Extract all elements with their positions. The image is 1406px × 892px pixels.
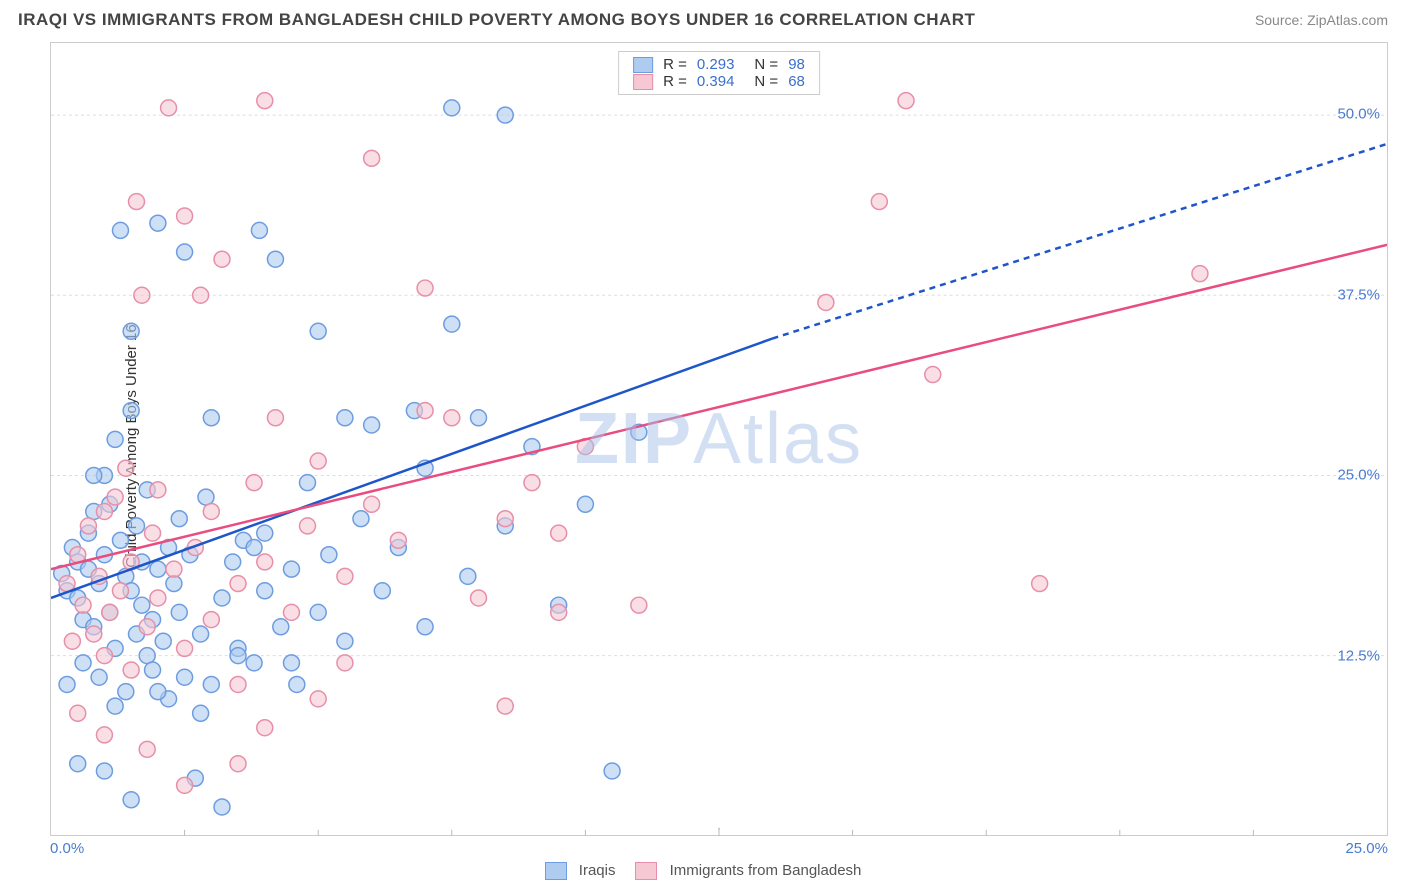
x-axis-tick-labels: 0.0% 25.0% <box>50 840 1388 860</box>
x-tick-min: 0.0% <box>50 840 84 857</box>
source-attribution: Source: ZipAtlas.com <box>1255 12 1388 28</box>
n-value-2: 68 <box>788 73 805 90</box>
legend-label-1: Iraqis <box>579 862 616 879</box>
legend-item-2: Immigrants from Bangladesh <box>635 862 861 880</box>
legend-swatch-2 <box>635 862 657 880</box>
info-row-series-1: R = 0.293 N = 98 <box>633 56 805 73</box>
n-label: N = <box>754 73 778 90</box>
swatch-series-2 <box>633 74 653 90</box>
chart-title: IRAQI VS IMMIGRANTS FROM BANGLADESH CHIL… <box>18 10 975 30</box>
r-value-1: 0.293 <box>697 56 735 73</box>
legend-swatch-1 <box>545 862 567 880</box>
n-value-1: 98 <box>788 56 805 73</box>
legend-item-1: Iraqis <box>545 862 616 880</box>
r-label: R = <box>663 56 687 73</box>
chart-area: ZIPAtlas R = 0.293 N = 98 R = 0.394 N = … <box>50 42 1388 836</box>
info-row-series-2: R = 0.394 N = 68 <box>633 73 805 90</box>
r-label: R = <box>663 73 687 90</box>
legend-label-2: Immigrants from Bangladesh <box>670 862 862 879</box>
n-label: N = <box>754 56 778 73</box>
x-tick-max: 25.0% <box>1345 840 1388 857</box>
scatter-plot <box>51 43 1387 836</box>
swatch-series-1 <box>633 57 653 73</box>
legend: Iraqis Immigrants from Bangladesh <box>0 862 1406 880</box>
correlation-info-box: R = 0.293 N = 98 R = 0.394 N = 68 <box>618 51 820 95</box>
r-value-2: 0.394 <box>697 73 735 90</box>
